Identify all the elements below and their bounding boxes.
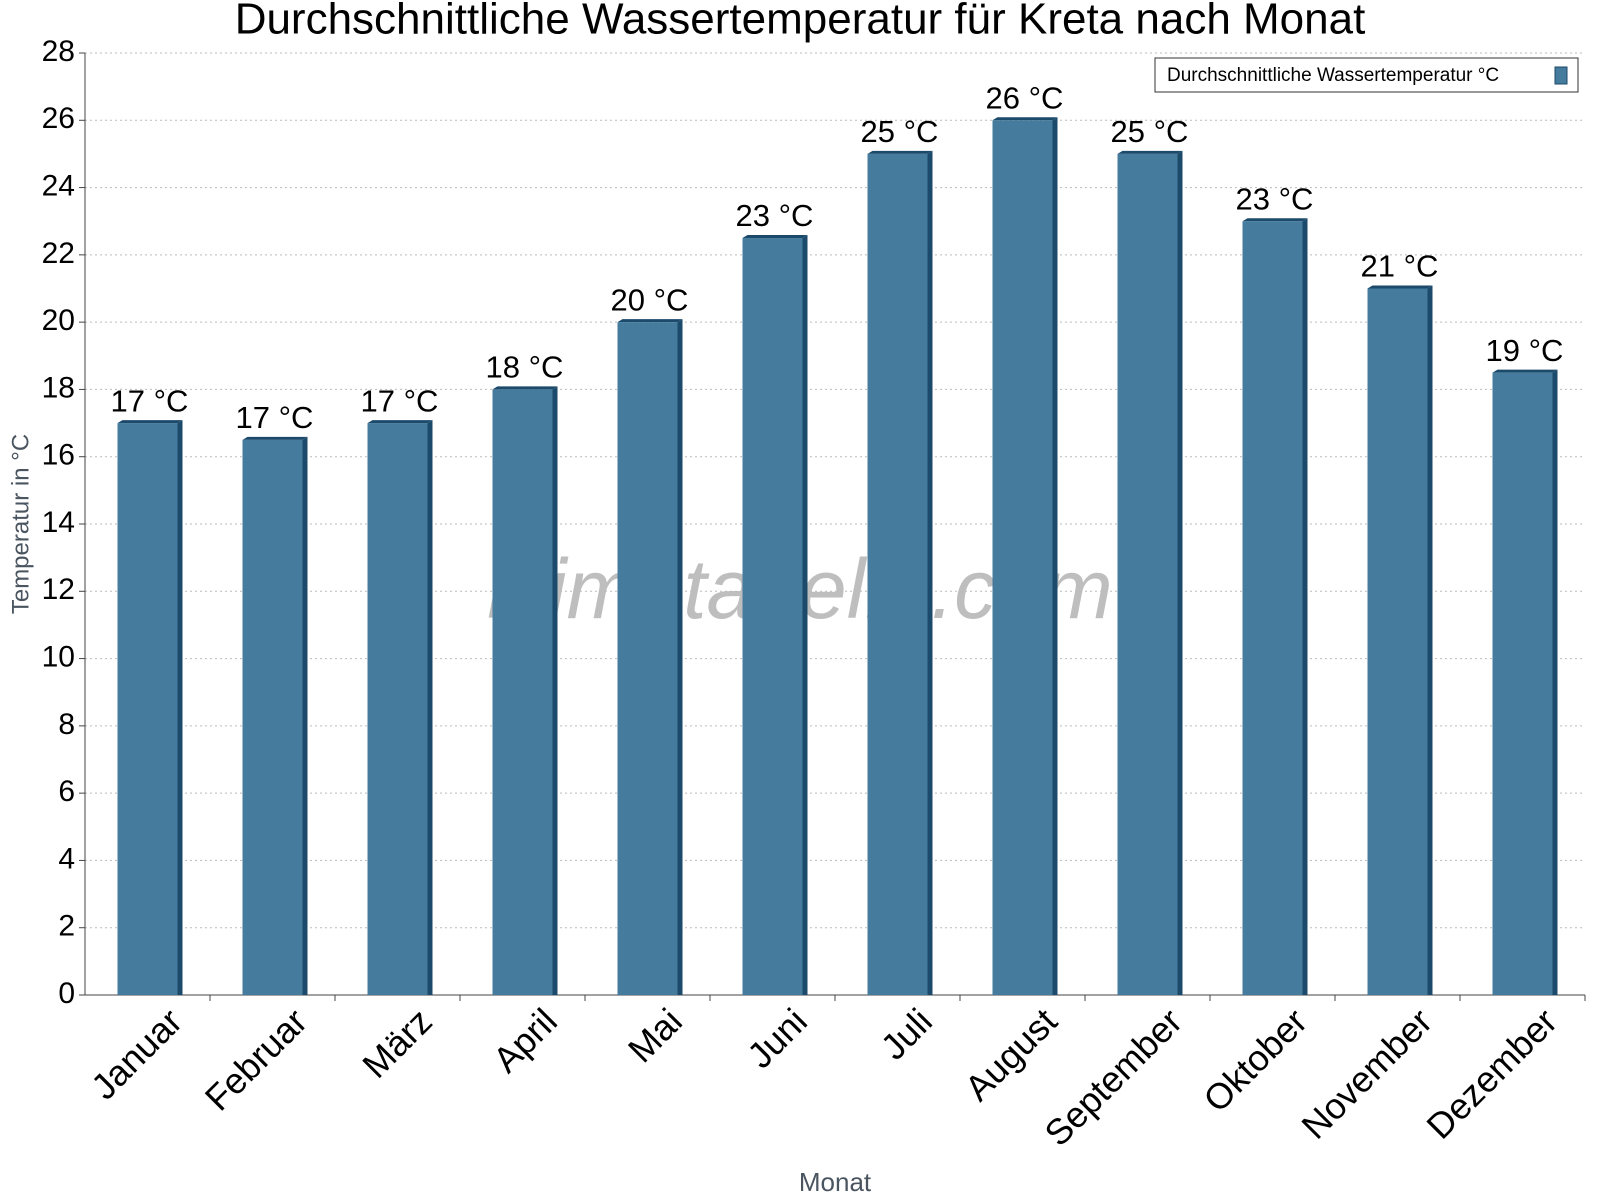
bar [117, 423, 178, 996]
y-tick-label: 6 [58, 775, 75, 808]
value-label: 25 °C [861, 114, 939, 149]
value-label: 26 °C [986, 80, 1064, 115]
legend-swatch [1554, 66, 1568, 85]
x-tick-label: April [485, 1000, 565, 1080]
bar-side [677, 319, 683, 996]
bar [1242, 221, 1303, 995]
x-tick-label: Juli [873, 1000, 940, 1067]
y-tick-label: 16 [42, 439, 75, 472]
value-label: 17 °C [236, 400, 314, 435]
bar-top [367, 420, 433, 424]
bar [867, 153, 928, 995]
bar-top [742, 235, 808, 239]
bar-side [927, 150, 933, 995]
bar-top [992, 117, 1058, 121]
bar-top [1367, 285, 1433, 289]
bar-side [177, 420, 183, 996]
x-tick-label: November [1293, 1000, 1439, 1146]
bar-side [1552, 369, 1558, 995]
bar-side [1427, 285, 1433, 995]
bar-side [1302, 218, 1308, 995]
value-label: 17 °C [111, 383, 189, 418]
bar-top [242, 436, 308, 440]
bar-top [1117, 150, 1183, 154]
y-tick-label: 0 [58, 977, 75, 1010]
value-label: 25 °C [1111, 114, 1189, 149]
bar-top [492, 386, 558, 390]
bar-top [1492, 369, 1558, 373]
x-tick-label: Februar [197, 1000, 315, 1118]
x-tick-label: Mai [620, 1000, 690, 1070]
x-tick-label: Dezember [1418, 1000, 1564, 1146]
y-tick-label: 14 [42, 506, 75, 539]
x-tick-label: Juni [739, 1000, 815, 1076]
x-tick-label: Januar [83, 1000, 190, 1107]
value-label: 23 °C [736, 198, 814, 233]
y-tick-label: 22 [42, 237, 75, 270]
bar [992, 120, 1053, 996]
bar-side [802, 235, 808, 996]
bar-side [427, 420, 433, 996]
x-tick-label: September [1036, 1000, 1190, 1154]
bar [1117, 153, 1178, 995]
value-label: 21 °C [1361, 249, 1439, 284]
y-tick-label: 8 [58, 708, 75, 741]
y-tick-label: 12 [42, 573, 75, 606]
value-label: 18 °C [486, 350, 564, 385]
bar-side [552, 386, 558, 995]
bar [617, 322, 678, 996]
bar-top [867, 150, 933, 154]
y-tick-label: 4 [58, 842, 75, 875]
bar-side [302, 436, 308, 996]
value-label: 17 °C [361, 383, 439, 418]
x-tick-label: Oktober [1195, 1000, 1315, 1120]
y-tick-label: 10 [42, 640, 75, 673]
value-label: 23 °C [1236, 181, 1314, 216]
chart-title: Durchschnittliche Wassertemperatur für K… [235, 0, 1366, 44]
bar [742, 238, 803, 996]
legend-label: Durchschnittliche Wassertemperatur °C [1167, 65, 1499, 86]
y-tick-label: 2 [58, 910, 75, 943]
x-tick-label: August [957, 1000, 1065, 1108]
y-tick-label: 26 [42, 102, 75, 135]
x-tick-label: März [354, 1000, 440, 1086]
bar-side [1177, 150, 1183, 995]
bar-top [617, 319, 683, 323]
value-label: 20 °C [611, 282, 689, 317]
bar [367, 423, 428, 996]
y-tick-label: 24 [42, 169, 75, 202]
bar-top [117, 420, 183, 424]
value-label: 19 °C [1486, 333, 1564, 368]
y-tick-label: 28 [42, 35, 75, 68]
bar [1367, 288, 1428, 995]
bar [492, 389, 553, 995]
bar-side [1052, 117, 1058, 996]
legend-box [1154, 57, 1579, 93]
y-tick-label: 20 [42, 304, 75, 337]
bar [1492, 372, 1553, 995]
y-tick-label: 18 [42, 371, 75, 404]
y-axis-title: Temperatur in °C [7, 434, 34, 614]
bar [242, 439, 303, 996]
bar-top [1242, 218, 1308, 222]
x-axis-title: Monat [799, 1167, 872, 1197]
